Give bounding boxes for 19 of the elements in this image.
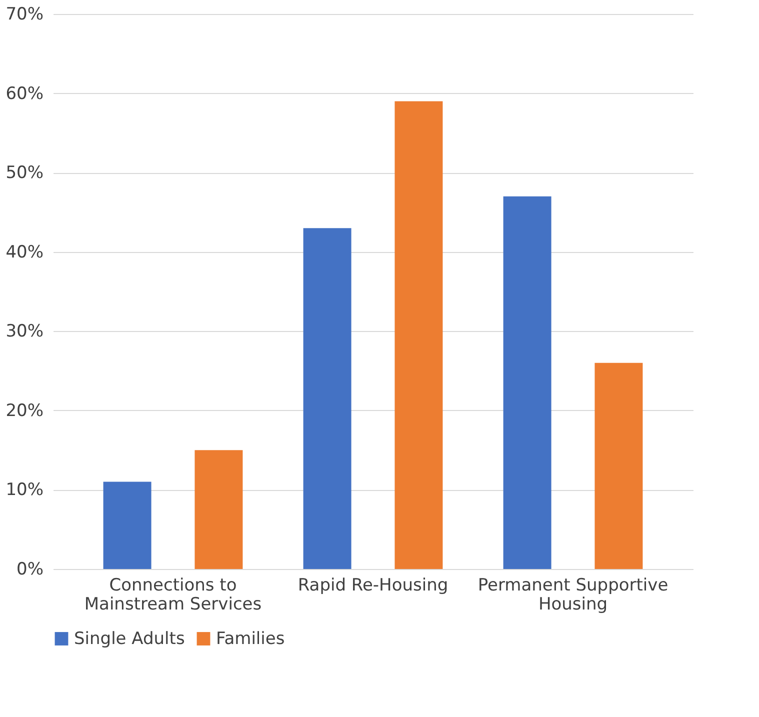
y-tick-label: 20% [6, 400, 44, 421]
y-tick-label: 70% [6, 4, 44, 24]
x-tick-label: Rapid Re-Housing [298, 576, 448, 596]
legend-label: Families [216, 628, 285, 649]
bar [394, 101, 443, 569]
bar [503, 196, 552, 569]
bar [194, 450, 243, 569]
y-tick-label: 40% [6, 242, 44, 262]
x-tick-label: Permanent Supportive Housing [478, 576, 668, 614]
legend-label: Single Adults [74, 628, 185, 649]
bar [594, 362, 643, 569]
y-tick-label: 0% [16, 560, 44, 580]
y-tick-label: 10% [6, 480, 44, 500]
y-tick-label: 50% [6, 163, 44, 184]
bar [303, 228, 352, 569]
y-tick-label: 30% [6, 322, 44, 342]
x-tick-label: Connections to Mainstream Services [84, 576, 262, 614]
y-tick-label: 60% [6, 84, 44, 104]
bar [103, 482, 152, 569]
